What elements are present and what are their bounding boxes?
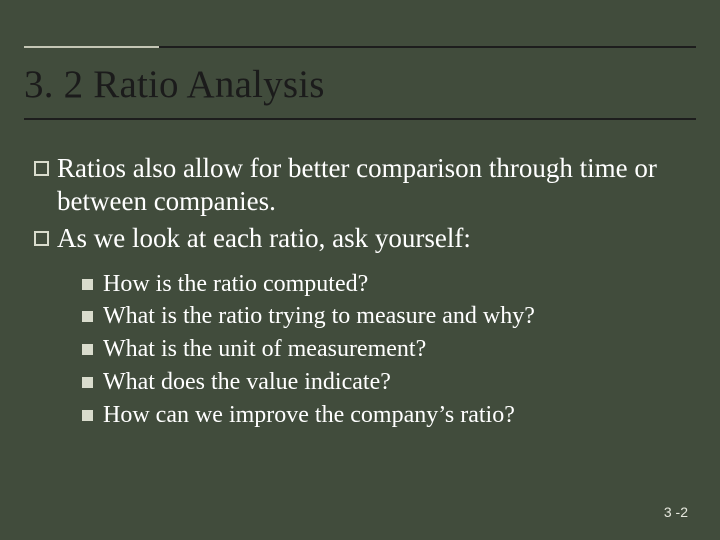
bullet-text: As we look at each ratio, ask yourself: <box>57 222 692 255</box>
hollow-square-icon <box>34 231 49 246</box>
filled-square-icon <box>82 377 93 388</box>
bullet-level2: What is the unit of measurement? <box>82 334 692 366</box>
filled-square-icon <box>82 410 93 421</box>
filled-square-icon <box>82 344 93 355</box>
filled-square-icon <box>82 279 93 290</box>
bullet-level1: Ratios also allow for better comparison … <box>34 152 692 218</box>
top-rule-accent <box>24 46 159 48</box>
content-region: Ratios also allow for better comparison … <box>34 152 692 432</box>
title-region: 3. 2 Ratio Analysis <box>24 62 696 115</box>
sub-bullet-text: What is the unit of measurement? <box>103 334 692 366</box>
sub-bullet-text: What does the value indicate? <box>103 367 692 399</box>
filled-square-icon <box>82 311 93 322</box>
sub-bullet-text: What is the ratio trying to measure and … <box>103 301 692 333</box>
sub-bullet-list: How is the ratio computed? What is the r… <box>82 269 692 431</box>
bullet-level2: How can we improve the company’s ratio? <box>82 400 692 432</box>
sub-bullet-text: How can we improve the company’s ratio? <box>103 400 692 432</box>
bullet-level2: What does the value indicate? <box>82 367 692 399</box>
bullet-text: Ratios also allow for better comparison … <box>57 152 692 218</box>
slide-number: 3 -2 <box>664 504 688 520</box>
bullet-level2: How is the ratio computed? <box>82 269 692 301</box>
slide-title: 3. 2 Ratio Analysis <box>24 62 696 115</box>
title-underline <box>24 118 696 120</box>
sub-bullet-text: How is the ratio computed? <box>103 269 692 301</box>
bullet-level1: As we look at each ratio, ask yourself: <box>34 222 692 255</box>
bullet-level2: What is the ratio trying to measure and … <box>82 301 692 333</box>
hollow-square-icon <box>34 161 49 176</box>
